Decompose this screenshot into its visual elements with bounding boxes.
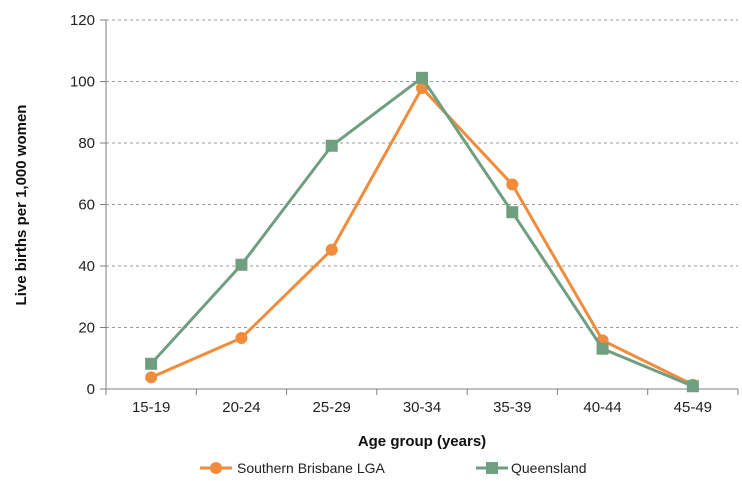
y-tick-label: 80 [78,135,95,152]
x-axis-title: Age group (years) [358,433,486,450]
legend-label: Southern Brisbane LGA [237,460,386,476]
y-axis-title: Live births per 1,000 women [13,105,30,306]
x-tick-label: 40-44 [583,399,621,416]
x-tick-label: 20-24 [222,399,260,416]
data-point [506,206,519,219]
data-point [145,357,158,370]
data-point [506,178,519,191]
legend-marker [486,462,498,474]
y-tick-label: 0 [87,381,95,398]
y-tick-label: 100 [70,74,95,91]
legend: Southern Brisbane LGA Queensland [200,460,587,476]
gridlines [106,19,738,328]
series-line [150,76,694,388]
x-tick-label: 45-49 [674,399,712,416]
x-tick-label: 30-34 [403,399,441,416]
series-line [150,86,694,387]
legend-marker [210,462,222,474]
data-point [325,243,338,256]
x-tick-label: 25-29 [313,399,351,416]
data-point [145,371,158,384]
y-tick-label: 60 [78,197,95,214]
data-point [325,139,338,152]
data-point [416,71,428,84]
y-tick-label: 120 [70,12,95,29]
data-point [235,331,248,344]
data-point [686,380,699,393]
tick-labels: 0 20 40 60 80 100 120 15-19 20-24 25-29 30-34 35-39… [70,12,712,416]
legend-item: Southern Brisbane LGA [200,460,386,476]
x-tick-label: 35-39 [493,399,531,416]
data-point [596,342,609,355]
legend-item: Queensland [476,460,587,476]
legend-label: Queensland [511,460,587,476]
x-tick-label: 15-19 [132,399,170,416]
series-1 [145,81,699,391]
data-point [235,258,248,271]
series-2 [145,71,699,393]
y-tick-label: 20 [78,320,95,337]
axes [100,19,739,395]
y-tick-label: 40 [78,258,95,275]
series-layer [145,71,699,393]
